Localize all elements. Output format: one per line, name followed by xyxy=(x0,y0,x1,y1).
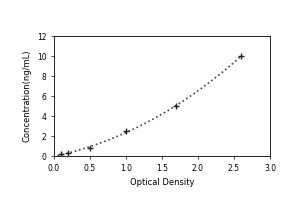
X-axis label: Optical Density: Optical Density xyxy=(130,178,194,187)
Y-axis label: Concentration(ng/mL): Concentration(ng/mL) xyxy=(22,50,31,142)
